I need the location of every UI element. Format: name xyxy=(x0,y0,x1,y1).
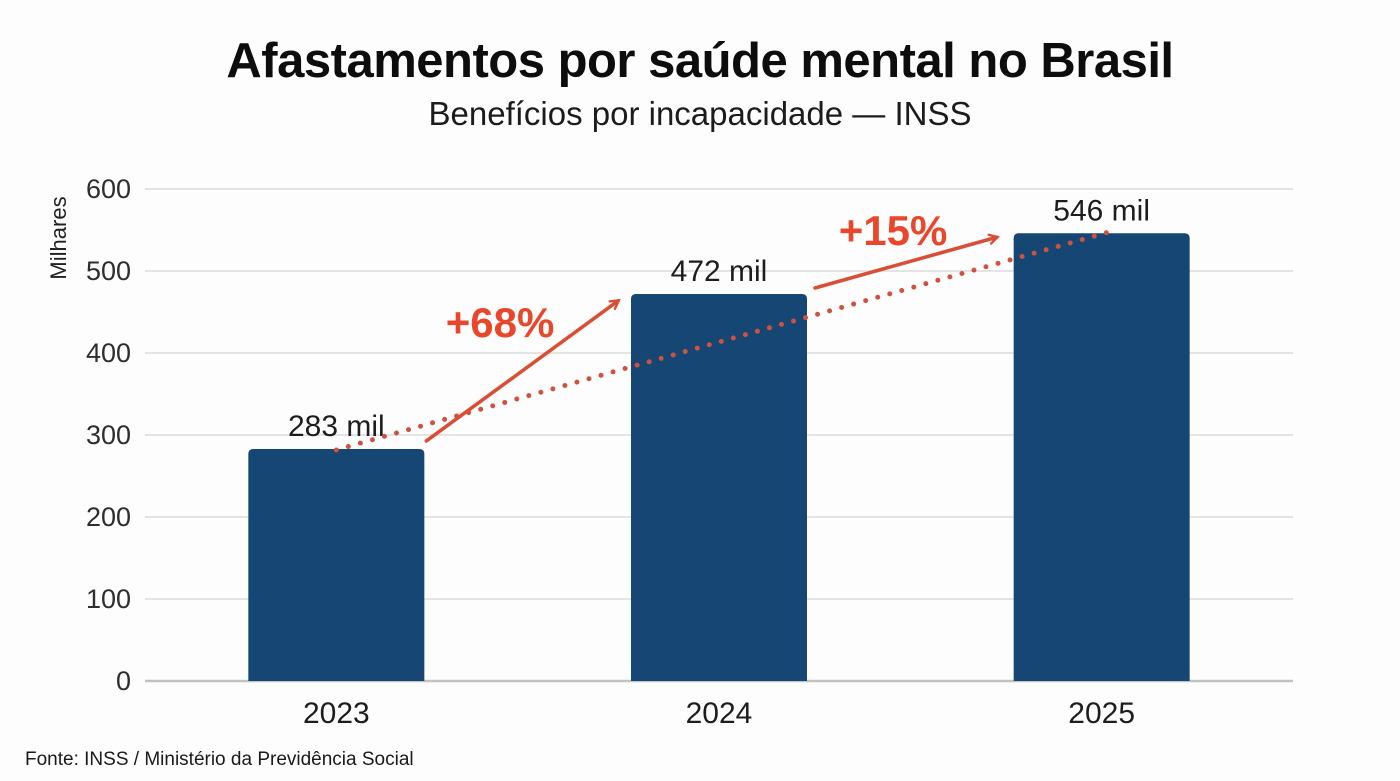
value-label-2024: 472 mil xyxy=(671,255,768,288)
x-tick-label-2023: 2023 xyxy=(303,697,370,730)
value-label-2025: 546 mil xyxy=(1053,194,1150,227)
growth-label-2024-2025: +15% xyxy=(839,207,948,254)
y-tick-label-400: 400 xyxy=(86,338,131,368)
chart-subtitle: Benefícios por incapacidade — INSS xyxy=(428,94,972,132)
x-tick-label-2025: 2025 xyxy=(1068,697,1135,730)
y-tick-label-0: 0 xyxy=(116,666,131,696)
growth-arrow-2023-2024 xyxy=(424,298,621,443)
y-axis-label: Milhares xyxy=(46,196,71,279)
y-tick-label-500: 500 xyxy=(86,256,131,286)
value-label-2023: 283 mil xyxy=(288,410,385,443)
bar-2024 xyxy=(631,293,807,681)
y-tick-label-100: 100 xyxy=(86,584,131,614)
bar-2025 xyxy=(1013,233,1190,681)
growth-label-2023-2024: +68% xyxy=(446,299,555,346)
source-note: Fonte: INSS / Ministério da Previdência … xyxy=(25,749,414,770)
chart-title: Afastamentos por saúde mental no Brasil xyxy=(226,34,1174,88)
x-tick-label-2024: 2024 xyxy=(686,697,753,730)
y-tick-label-300: 300 xyxy=(86,420,131,450)
title-block: Afastamentos por saúde mental no Brasil … xyxy=(0,34,1400,133)
y-tick-label-600: 600 xyxy=(86,174,131,204)
y-tick-label-200: 200 xyxy=(86,502,131,532)
growth-arrow-2024-2025 xyxy=(813,233,1000,290)
bar-2023 xyxy=(248,448,425,681)
